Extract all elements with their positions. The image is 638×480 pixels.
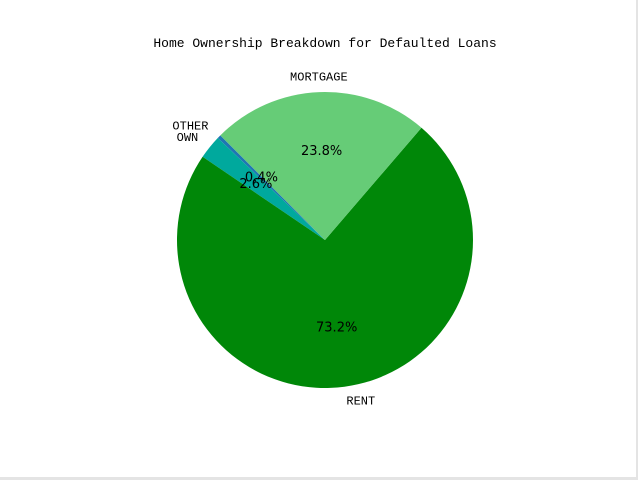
pie-slice-rent <box>177 127 474 388</box>
slice-percent-other: 0.4% <box>245 171 278 186</box>
slice-percent-rent: 73.2% <box>316 321 357 336</box>
right-edge <box>636 0 638 480</box>
slice-label-mortgage: MORTGAGE <box>290 70 348 84</box>
slice-label-other: OTHER <box>172 119 208 133</box>
slice-label-rent: RENT <box>346 394 375 408</box>
chart-title: Home Ownership Breakdown for Defaulted L… <box>153 36 496 51</box>
slice-percent-own: 2.6% <box>239 177 272 192</box>
pie-slice-other <box>217 135 325 240</box>
pie-slice-own <box>202 138 325 240</box>
pie-labels: OTHER 0.4% OWN 2.6% RENT 73.2% MORTGAGE 23.8% <box>172 70 375 408</box>
pie-slice-mortgage <box>220 92 422 240</box>
bottom-edge <box>0 477 638 480</box>
slice-percent-mortgage: 23.8% <box>301 144 342 159</box>
slice-label-own: OWN <box>177 131 199 145</box>
pie-slices <box>177 92 474 388</box>
